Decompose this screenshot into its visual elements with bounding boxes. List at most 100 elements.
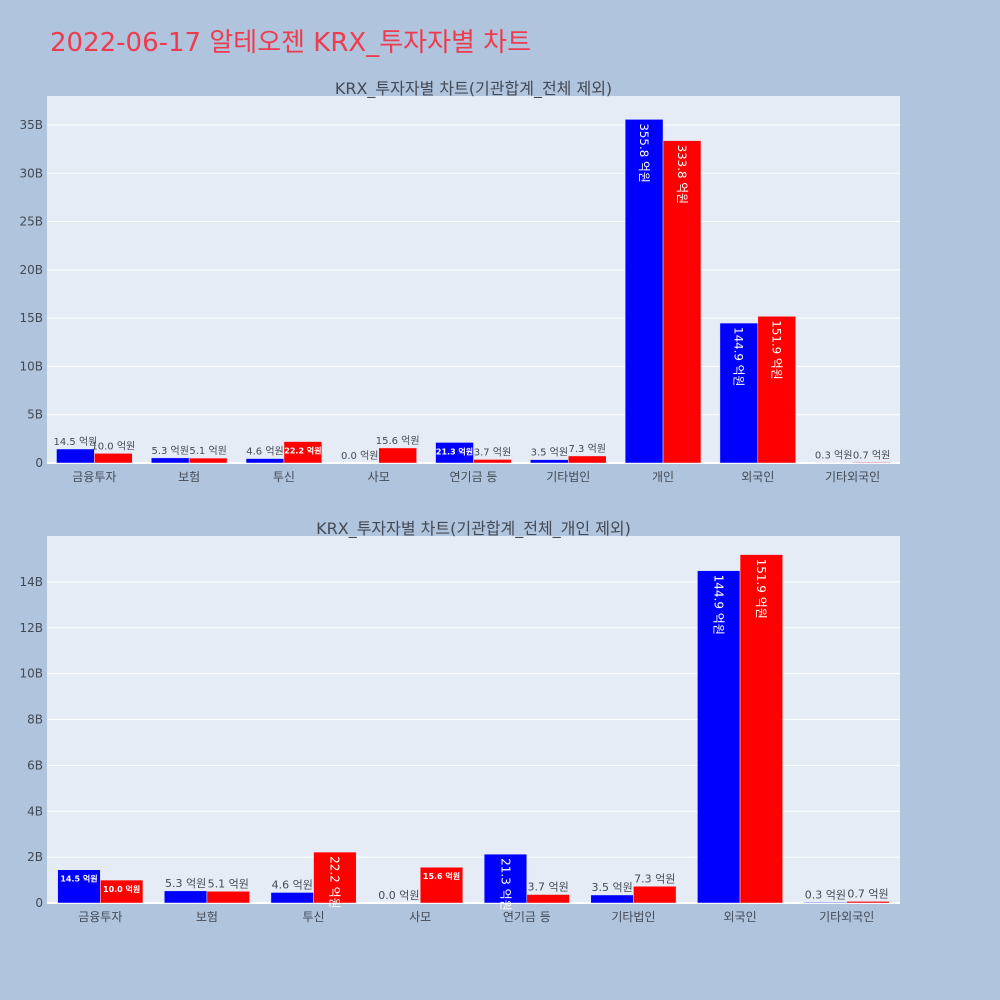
data-label: 3.5 억원 <box>531 447 568 459</box>
y-tick-label: 35B <box>19 118 43 132</box>
y-tick-label: 12B <box>19 621 43 635</box>
bar <box>419 866 464 904</box>
data-label: 5.1 억원 <box>189 445 226 457</box>
data-label: 3.7 억원 <box>528 881 569 894</box>
bar <box>56 448 95 464</box>
x-tick-label: 기타법인 <box>546 470 590 484</box>
data-label: 144.9 억원 <box>712 575 726 635</box>
x-tick-label: 투신 <box>273 470 295 484</box>
data-label: 355.8 억원 <box>637 123 651 182</box>
data-label: 22.2 억원 <box>284 446 321 456</box>
data-label: 14.5 억원 <box>60 874 97 884</box>
x-tick-label: 기타법인 <box>611 910 655 924</box>
bar-chart-bottom: KRX_투자자별 차트(기관합계_전체_개인 제외) 0 2B 4B 6B 8B 10B 12… <box>19 519 900 924</box>
data-label: 5.3 억원 <box>165 877 206 890</box>
page-title: 2022-06-17 알테오젠 KRX_투자자별 차트 <box>50 28 532 58</box>
bar <box>435 442 474 464</box>
bar <box>803 902 847 904</box>
y-tick-label: 2B <box>27 850 43 864</box>
chart-title: KRX_투자자별 차트(기관합계_전체 제외) <box>335 79 612 99</box>
bar <box>245 458 285 464</box>
data-label: 4.6 억원 <box>272 878 313 891</box>
x-tick-label: 외국인 <box>741 470 774 484</box>
y-tick-label: 10B <box>19 359 43 373</box>
data-label: 21.3 억원 <box>498 858 512 911</box>
data-label: 4.6 억원 <box>246 446 283 458</box>
bar <box>568 455 607 464</box>
x-tick-label: 연기금 등 <box>450 470 498 484</box>
bar <box>852 462 891 464</box>
y-tick-label: 8B <box>27 713 43 727</box>
data-label: 10.0 억원 <box>91 440 135 452</box>
x-tick-label: 연기금 등 <box>503 910 551 924</box>
bar <box>378 447 417 464</box>
bar <box>94 453 133 464</box>
y-tick-label: 5B <box>27 408 43 422</box>
bar <box>313 851 357 904</box>
data-label: 5.1 억원 <box>208 877 249 890</box>
bar <box>530 459 569 464</box>
bar <box>757 316 796 464</box>
x-tick-label: 기타외국인 <box>825 470 880 484</box>
bar <box>188 457 228 464</box>
bar <box>151 457 190 464</box>
data-label: 10.0 억원 <box>103 884 140 894</box>
data-label: 22.2 억원 <box>328 856 342 909</box>
data-label: 5.3 억원 <box>151 445 188 457</box>
x-tick-label: 기타외국인 <box>819 910 874 924</box>
y-tick-label: 30B <box>19 166 43 180</box>
data-label: 333.8 억원 <box>675 145 689 204</box>
x-tick-label: 사모 <box>409 910 431 924</box>
bar <box>100 879 144 904</box>
y-tick-label: 14B <box>19 575 43 589</box>
data-label: 14.5 억원 <box>54 436 98 448</box>
bar <box>590 894 634 904</box>
x-tick-label: 개인 <box>652 470 674 484</box>
data-label: 7.3 억원 <box>634 872 675 885</box>
bar <box>719 322 759 464</box>
data-label: 0.3 억원 <box>815 450 852 462</box>
bar <box>633 886 677 904</box>
y-tick-label: 25B <box>19 215 43 229</box>
data-label: 3.5 억원 <box>591 881 632 894</box>
data-label: 151.9 억원 <box>754 559 768 619</box>
x-tick-label: 금융투자 <box>78 910 122 924</box>
x-tick-label: 보험 <box>196 910 218 924</box>
bar <box>662 140 702 464</box>
bar <box>473 459 512 464</box>
data-label: 7.3 억원 <box>568 443 605 455</box>
data-label: 21.3 억원 <box>436 446 473 456</box>
y-tick-label: 20B <box>19 263 43 277</box>
data-label: 144.9 억원 <box>732 327 746 386</box>
bar <box>526 894 570 904</box>
y-tick-label: 0 <box>35 896 43 910</box>
bar <box>697 570 741 904</box>
x-tick-label: 투신 <box>303 910 325 924</box>
bar <box>624 119 664 464</box>
data-label: 0.7 억원 <box>847 887 888 900</box>
bar <box>164 890 208 904</box>
data-label: 3.7 억원 <box>474 446 511 458</box>
data-label: 0.7 억원 <box>853 449 890 461</box>
data-label: 0.0 억원 <box>341 450 378 462</box>
bar <box>846 901 890 904</box>
x-tick-label: 보험 <box>178 470 200 484</box>
x-tick-label: 금융투자 <box>72 470 116 484</box>
data-label: 0.0 억원 <box>378 889 419 902</box>
bar <box>483 853 528 904</box>
data-label: 15.6 억원 <box>376 435 420 447</box>
bar <box>283 441 323 464</box>
chart-title: KRX_투자자별 차트(기관합계_전체_개인 제외) <box>316 519 631 539</box>
y-tick-label: 10B <box>19 667 43 681</box>
data-label: 15.6 억원 <box>423 871 460 881</box>
bar-chart-top: KRX_투자자별 차트(기관합계_전체 제외) 0 5B 10B 15B 20B 25B 30… <box>19 79 900 484</box>
data-label: 0.3 억원 <box>805 888 846 901</box>
bar <box>739 554 783 904</box>
x-tick-label: 사모 <box>368 470 390 484</box>
y-tick-label: 0 <box>35 456 43 470</box>
y-tick-label: 4B <box>27 804 43 818</box>
y-tick-label: 15B <box>19 311 43 325</box>
data-label: 151.9 억원 <box>770 320 784 379</box>
bar <box>206 891 250 904</box>
y-tick-label: 6B <box>27 758 43 772</box>
